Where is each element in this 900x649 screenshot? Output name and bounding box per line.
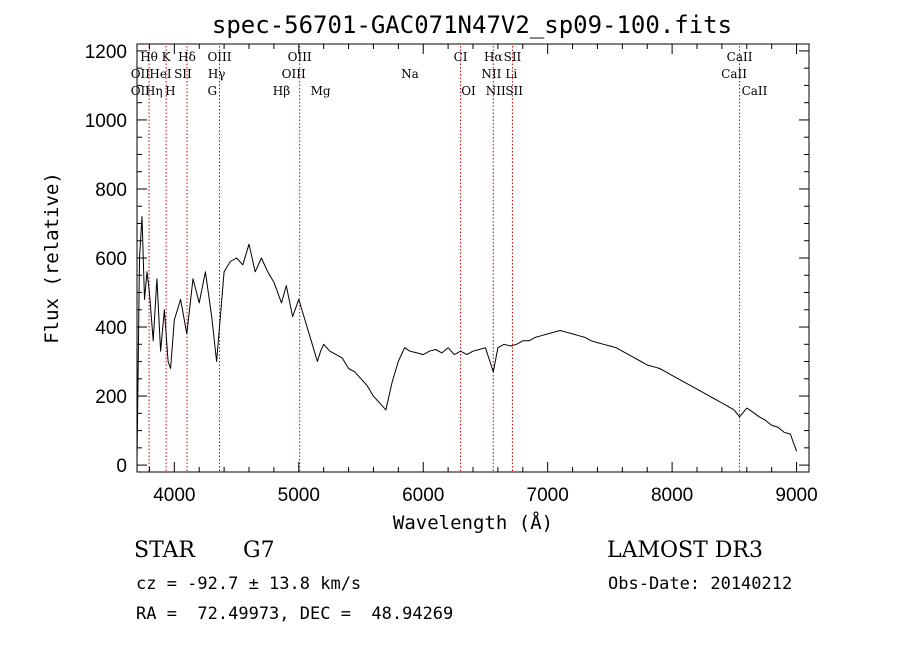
- series-layer: [136, 216, 798, 462]
- spectral-line-label: Na: [401, 67, 419, 81]
- y-tick-label: 0: [116, 456, 127, 477]
- spectral-line-label: OIII: [207, 50, 231, 64]
- object-class: STAR: [134, 538, 195, 563]
- x-axis-label: Wavelength (Å): [393, 511, 553, 534]
- survey-name: LAMOST DR3: [607, 538, 763, 563]
- x-tick-label: 4000: [153, 485, 195, 506]
- spectral-line-label: OIII: [282, 67, 306, 81]
- spectral-line-label: OIII: [288, 50, 312, 64]
- y-tick-label: 800: [95, 180, 127, 201]
- spectral-line-label: K: [162, 50, 172, 64]
- spectral-line-label: SII: [505, 84, 523, 98]
- spectral-line-label: NII: [481, 67, 501, 81]
- spectral-line-label: G: [207, 84, 217, 98]
- spectral-line-label: Hθ: [140, 50, 158, 64]
- spectral-line-label: Hγ: [208, 67, 226, 81]
- axis-ticks: 4000 5000 6000 7000 8000 9000 0 200 400 600 800 100…: [85, 42, 818, 506]
- spectral-line-label: Hα: [484, 50, 503, 64]
- x-tick-label: 6000: [402, 485, 444, 506]
- y-axis-label: Flux (relative): [41, 172, 63, 344]
- spectral-line-label: Mg: [311, 84, 331, 98]
- object-subclass: G7: [243, 538, 275, 563]
- spectral-line-label: SII: [504, 50, 522, 64]
- redshift-text: cz = -92.7 ± 13.8 km/s: [136, 574, 362, 594]
- x-tick-label: 9000: [775, 485, 817, 506]
- spectral-line-label: OII: [131, 84, 151, 98]
- coordinates: RA = 72.49973, DEC = 48.94269: [136, 604, 454, 624]
- y-tick-label: 600: [95, 249, 127, 270]
- observation-date: Obs-Date: 20140212: [608, 574, 793, 594]
- plot-frame: [136, 43, 810, 473]
- y-tick-label: 1200: [85, 42, 127, 63]
- spectral-line-label: SII: [174, 67, 192, 81]
- x-tick-label: 7000: [527, 485, 569, 506]
- x-tick-label: 8000: [651, 485, 693, 506]
- x-tick-label: 5000: [278, 485, 320, 506]
- y-tick-label: 200: [95, 387, 127, 408]
- spectral-line-label: NII: [486, 84, 506, 98]
- spectral-line-label: CaII: [721, 67, 747, 81]
- spectral-line-label: CaII: [727, 50, 753, 64]
- spectral-line-label: Hβ: [273, 84, 290, 98]
- y-tick-label: 400: [95, 318, 127, 339]
- spectral-line-label: OI: [461, 84, 476, 98]
- series-line-spectrum: [136, 216, 798, 462]
- spectral-line-label: CI: [454, 50, 468, 64]
- spectral-line-label: Hη: [145, 84, 163, 98]
- spectral-line-label: CaII: [742, 84, 768, 98]
- spectral-line-label: HeI: [149, 67, 172, 81]
- spectral-line-label: Li: [505, 67, 517, 81]
- spectral-line-label: OII: [131, 67, 151, 81]
- spectral-line-label: Hδ: [178, 50, 196, 64]
- y-tick-label: 1000: [85, 111, 127, 132]
- chart-title: spec-56701-GAC071N47V2_sp09-100.fits: [212, 11, 732, 39]
- spectral-line-label: H: [165, 84, 175, 98]
